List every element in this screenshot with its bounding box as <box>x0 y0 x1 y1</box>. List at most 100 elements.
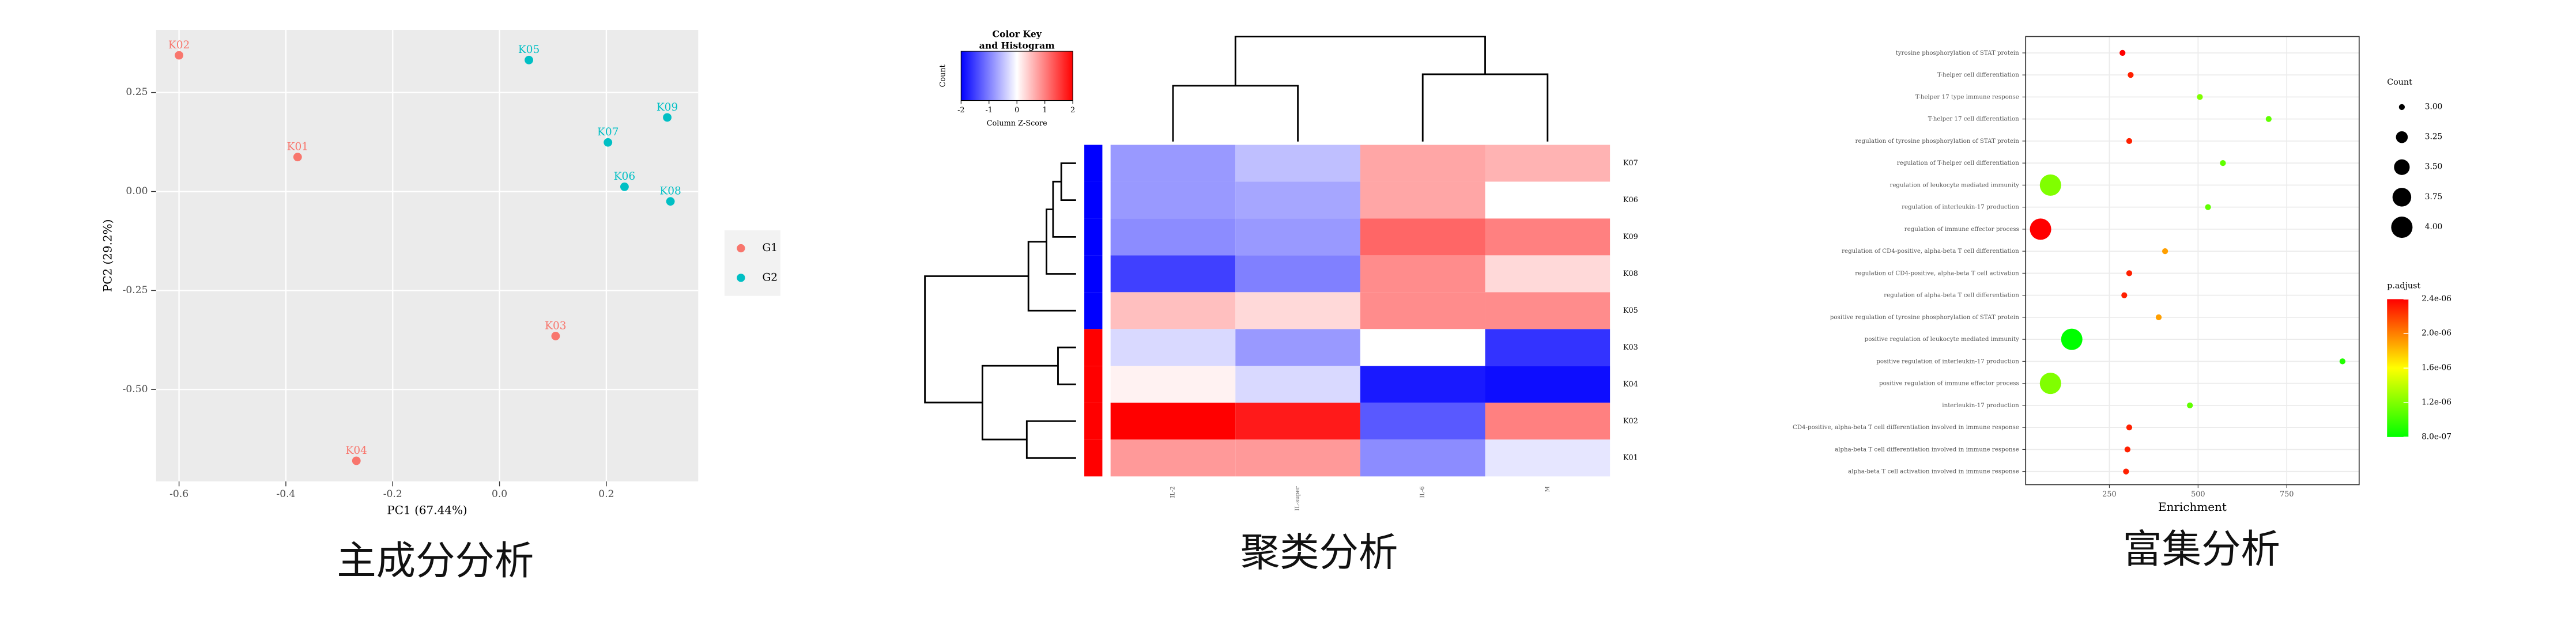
caption: 富集分析 <box>2122 527 2280 572</box>
y-tick-label: regulation of interleukin-17 production <box>1902 204 2019 211</box>
row-side-color <box>1084 292 1103 329</box>
y-tick-label: interleukin-17 production <box>1942 402 2019 409</box>
row-label: K08 <box>1623 270 1638 278</box>
row-label: K09 <box>1623 233 1638 241</box>
heatmap-cell <box>1485 329 1611 366</box>
caption: 聚类分析 <box>1240 530 1398 576</box>
dot <box>2039 174 2061 196</box>
key-tick-label: 1 <box>1043 106 1047 115</box>
heatmap-cell <box>1360 366 1485 403</box>
key-x-title: Column Z-Score <box>987 119 1047 128</box>
caption: 主成分分析 <box>337 539 534 584</box>
row-side-color <box>1084 403 1103 440</box>
heatmap-cell <box>1360 181 1485 219</box>
legend-key <box>737 244 745 253</box>
dot <box>2121 292 2128 298</box>
y-tick-label: regulation of CD4-positive, alpha-beta T… <box>1855 270 2019 276</box>
point-label: K07 <box>597 126 618 138</box>
size-legend-label: 3.50 <box>2425 162 2442 172</box>
y-tick-label: regulation of alpha-beta T cell differen… <box>1884 292 2019 299</box>
color-key <box>960 51 1073 101</box>
heatmap-cell <box>1485 255 1611 293</box>
color-legend-label: 1.6e-06 <box>2422 363 2451 373</box>
key-y-title: Count <box>938 64 947 87</box>
legend-key <box>737 274 745 282</box>
heatmap-cell <box>1110 145 1236 182</box>
heatmap-cell <box>1110 255 1236 293</box>
column-dendrogram <box>1172 35 1549 142</box>
heatmap-cell <box>1235 218 1360 256</box>
key-tick-label: 2 <box>1070 106 1075 115</box>
y-tick-label: regulation of T-helper cell differentiat… <box>1897 160 2019 166</box>
heatmap-cell <box>1360 403 1485 440</box>
heatmap-cell <box>1235 181 1360 219</box>
y-tick-label: alpha-beta T cell activation involved in… <box>1848 468 2019 475</box>
heatmap-cell <box>1485 403 1611 440</box>
column-label: M <box>1544 486 1551 492</box>
y-tick-label: regulation of tyrosine phosphorylation o… <box>1855 138 2020 145</box>
dot <box>2124 446 2130 453</box>
x-tick-label: 500 <box>2191 490 2205 499</box>
data-point <box>604 138 613 147</box>
color-legend-label: 8.0e-07 <box>2422 432 2451 441</box>
size-legend-label: 3.25 <box>2425 132 2442 142</box>
row-side-color <box>1084 145 1103 182</box>
y-tick-label: CD4-positive, alpha-beta T cell differen… <box>1793 424 2019 431</box>
dot <box>2030 218 2051 240</box>
size-legend-key <box>2398 104 2405 111</box>
color-legend-label: 2.4e-06 <box>2422 294 2451 304</box>
heatmap-cell <box>1110 366 1236 403</box>
dot <box>2123 468 2129 475</box>
row-side-color <box>1084 218 1103 256</box>
key-title: and Histogram <box>979 40 1055 51</box>
point-label: K06 <box>614 170 635 183</box>
point-label: K01 <box>287 141 308 153</box>
data-point <box>352 456 361 465</box>
key-tick-label: -2 <box>957 106 964 115</box>
point-label: K05 <box>518 44 540 56</box>
y-tick-label: T-helper 17 type immune response <box>1915 93 2019 100</box>
data-point <box>551 332 560 340</box>
row-label: K01 <box>1623 454 1638 462</box>
y-tick-label: T-helper cell differentiation <box>1937 71 2019 78</box>
data-point <box>293 153 302 162</box>
x-tick-label: 250 <box>2102 490 2116 499</box>
dot <box>2187 402 2193 409</box>
heatmap-cell <box>1110 403 1236 440</box>
dot <box>2197 94 2203 100</box>
heatmap-cell <box>1485 292 1611 329</box>
x-tick-label: -0.4 <box>276 488 295 500</box>
row-side-color <box>1084 439 1103 477</box>
row-side-color <box>1084 181 1103 219</box>
heatmap-cell <box>1110 329 1236 366</box>
plot-background <box>156 29 699 481</box>
size-legend-key <box>2391 217 2413 238</box>
point-label: K03 <box>545 320 566 332</box>
column-label: IL-6 <box>1420 486 1426 498</box>
row-label: K02 <box>1623 417 1638 426</box>
column-label: IL-2 <box>1170 486 1176 498</box>
dot <box>2126 138 2133 145</box>
y-tick-label: positive regulation of immune effector p… <box>1879 380 2019 387</box>
heatmap-cell <box>1360 218 1485 256</box>
x-axis-title: PC1 (67.44%) <box>387 503 467 517</box>
size-legend-label: 3.00 <box>2425 102 2442 111</box>
x-tick-label: 750 <box>2280 490 2294 499</box>
heatmap-cell <box>1485 181 1611 219</box>
size-legend-label: 4.00 <box>2425 222 2442 232</box>
y-tick-label: regulation of leukocyte mediated immunit… <box>1889 181 2019 188</box>
x-tick-label: 0.2 <box>598 488 614 500</box>
point-label: K09 <box>657 101 678 113</box>
key-tick-label: -1 <box>986 106 993 115</box>
size-legend-key <box>2392 188 2412 207</box>
heatmap-cell <box>1485 439 1611 477</box>
y-tick-label: alpha-beta T cell differentiation involv… <box>1835 446 2019 453</box>
y-tick-label: tyrosine phosphorylation of STAT protein <box>1896 50 2019 56</box>
heatmap-cell <box>1360 292 1485 329</box>
size-legend-key <box>2396 131 2408 143</box>
dot <box>2205 204 2211 210</box>
dot <box>2119 50 2126 56</box>
x-tick-label: -0.6 <box>169 488 188 500</box>
dot <box>2265 116 2272 122</box>
